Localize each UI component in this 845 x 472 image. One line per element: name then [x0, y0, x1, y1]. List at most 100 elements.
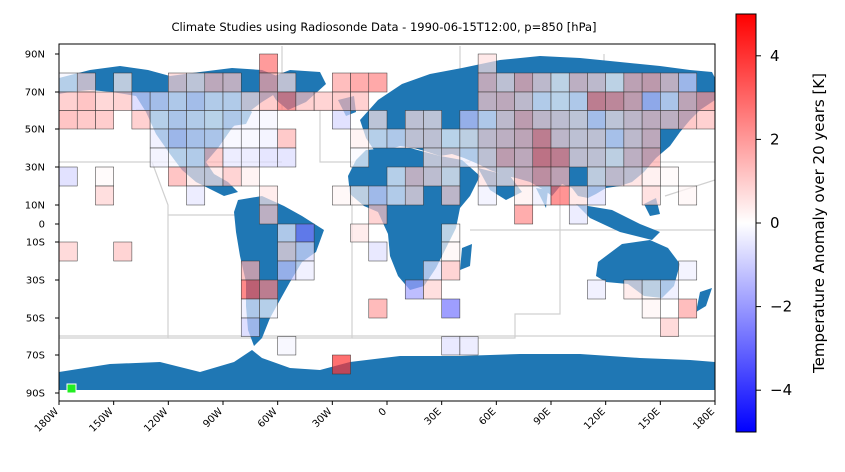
- y-tick-label: 30S: [26, 276, 45, 287]
- anomaly-cell: [459, 336, 479, 356]
- anomaly-cell: [259, 147, 278, 168]
- anomaly-cell: [678, 260, 698, 281]
- chart-title: Climate Studies using Radiosonde Data - …: [171, 20, 596, 34]
- anomaly-cell: [277, 147, 297, 168]
- anomaly-cell: [332, 72, 351, 93]
- anomaly-cell: [477, 128, 497, 149]
- anomaly-cell: [532, 147, 552, 168]
- anomaly-cell: [386, 128, 406, 149]
- anomaly-cell: [222, 147, 242, 168]
- anomaly-cell: [660, 110, 679, 130]
- anomaly-cell: [259, 110, 278, 130]
- anomaly-cell: [696, 110, 715, 130]
- anomaly-cell: [660, 91, 679, 111]
- x-tick-label: 30W: [311, 406, 335, 430]
- anomaly-cell: [550, 72, 570, 93]
- anomaly-cell: [204, 128, 224, 149]
- anomaly-cell: [605, 166, 625, 187]
- anomaly-cell: [168, 166, 187, 187]
- anomaly-cell: [623, 147, 643, 168]
- anomaly-cell: [350, 223, 370, 243]
- anomaly-cell: [623, 110, 643, 130]
- anomaly-cell: [222, 128, 242, 149]
- anomaly-cell: [95, 166, 114, 187]
- anomaly-cell: [641, 279, 661, 300]
- anomaly-cell: [277, 260, 297, 281]
- x-tick-label: 120E: [582, 406, 608, 432]
- colorbar-ticks: 4 2 0 −2 −4: [756, 47, 792, 399]
- anomaly-cell: [222, 72, 242, 93]
- y-tick-label: 30N: [25, 163, 45, 174]
- anomaly-cell: [605, 72, 625, 93]
- y-tick-label: 10N: [25, 201, 45, 212]
- anomaly-cell: [350, 128, 370, 149]
- anomaly-cell: [514, 110, 534, 130]
- y-tick-label: 70N: [25, 88, 45, 99]
- anomaly-cell: [204, 166, 224, 187]
- anomaly-cell: [204, 147, 224, 168]
- anomaly-cell: [222, 91, 242, 111]
- anomaly-cell: [568, 72, 588, 93]
- y-tick-label: 90S: [26, 389, 45, 400]
- anomaly-cell: [350, 91, 370, 111]
- anomaly-cell: [532, 110, 552, 130]
- anomaly-cell: [568, 204, 588, 225]
- anomaly-cell: [332, 354, 351, 375]
- colorbar-tick-label: 2: [770, 130, 780, 148]
- anomaly-cell: [568, 147, 588, 168]
- anomaly-cell: [441, 147, 461, 168]
- anomaly-cell: [459, 147, 479, 168]
- anomaly-cell: [459, 128, 479, 149]
- anomaly-cell: [186, 147, 206, 168]
- anomaly-cell: [240, 110, 260, 130]
- anomaly-cell: [496, 72, 515, 93]
- anomaly-cell: [149, 147, 169, 168]
- x-tick-label: 90W: [201, 406, 225, 430]
- anomaly-cell: [441, 298, 461, 319]
- anomaly-cell: [186, 128, 206, 149]
- anomaly-cell: [641, 298, 661, 319]
- y-tick-label: 10S: [26, 238, 45, 249]
- anomaly-cell: [368, 204, 388, 225]
- anomaly-cell: [477, 110, 497, 130]
- anomaly-cell: [496, 110, 515, 130]
- y-axis: 90N 70N 50N 30N 10N 0 10S 30S 50S 70S 90S: [25, 50, 59, 400]
- anomaly-cell: [623, 128, 643, 149]
- anomaly-cell: [441, 336, 461, 356]
- anomaly-cell: [113, 91, 133, 111]
- anomaly-cell: [204, 91, 224, 111]
- anomaly-cell: [240, 166, 260, 187]
- anomaly-cell: [277, 241, 297, 262]
- anomaly-cell: [149, 91, 169, 111]
- x-tick-label: 60E: [477, 406, 498, 427]
- anomaly-cell: [404, 110, 424, 130]
- anomaly-cell: [204, 110, 224, 130]
- anomaly-cell: [660, 166, 679, 187]
- anomaly-cell: [240, 279, 260, 300]
- anomaly-cell: [350, 147, 370, 168]
- anomaly-cell: [477, 53, 497, 74]
- anomaly-cell: [496, 128, 515, 149]
- anomaly-cell: [532, 128, 552, 149]
- anomaly-cell: [277, 336, 297, 356]
- anomaly-cell: [532, 166, 552, 187]
- anomaly-cell: [168, 147, 187, 168]
- anomaly-cell: [477, 72, 497, 93]
- anomaly-cell: [550, 185, 570, 206]
- anomaly-cell: [76, 72, 96, 93]
- anomaly-cell: [113, 72, 133, 93]
- anomaly-cell: [386, 166, 406, 187]
- anomaly-cell: [587, 72, 606, 93]
- anomaly-cell: [514, 147, 534, 168]
- anomaly-cell: [641, 110, 661, 130]
- anomaly-cell: [459, 110, 479, 130]
- anomaly-cell: [277, 128, 297, 149]
- anomaly-cell: [550, 110, 570, 130]
- anomaly-cell: [587, 166, 606, 187]
- colorbar-label: Temperature Anomaly over 20 years [K]: [810, 73, 828, 374]
- anomaly-cell: [477, 185, 497, 206]
- anomaly-cell: [259, 298, 278, 319]
- anomaly-cell: [532, 185, 552, 206]
- x-tick-label: 60W: [256, 406, 280, 430]
